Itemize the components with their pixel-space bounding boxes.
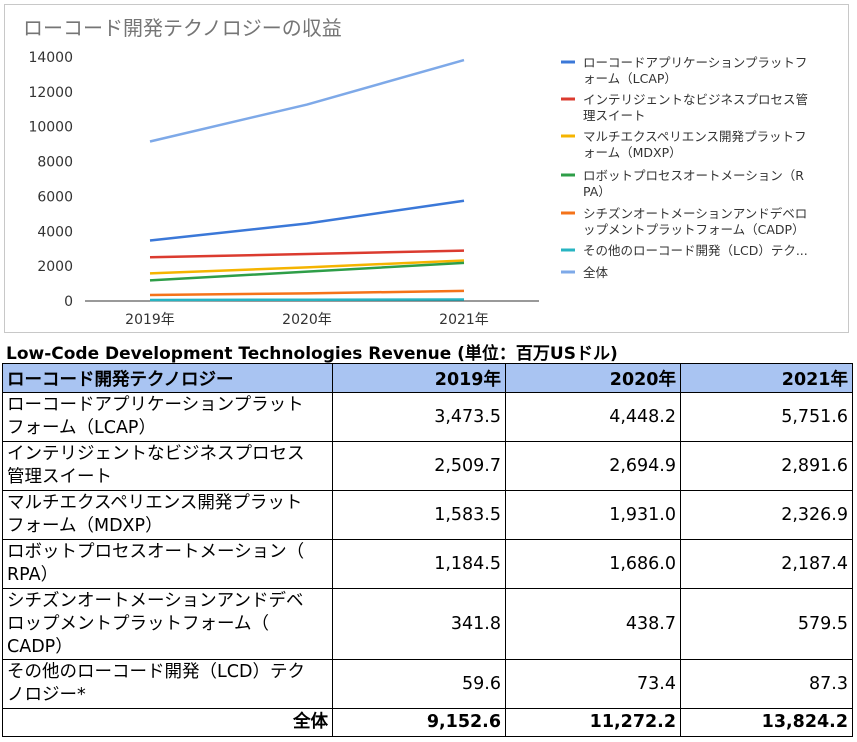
row-label-line: 管理スイート — [7, 467, 112, 487]
legend-label: PA） — [583, 184, 611, 199]
row-label-line: ロップメントプラットフォーム（ — [7, 613, 269, 634]
y-tick-label: 14000 — [28, 50, 73, 66]
row-label-line: フォーム（MDXP） — [7, 516, 163, 536]
legend-label: シチズンオートメーションアンドデベロ — [583, 206, 807, 221]
row-label-line: ノロジー* — [7, 685, 86, 705]
total-row: 全体 9,152.6 11,272.2 13,824.2 — [2, 708, 853, 737]
value-cell-2020: 2,694.9 — [505, 441, 681, 491]
x-tick-label: 2019年 — [125, 312, 175, 328]
row-label-line: CADP） — [7, 636, 73, 657]
series-line — [149, 261, 465, 282]
row-label-line: ロボットプロセスオートメーション（ — [7, 542, 305, 562]
header-2019: 2019年 — [332, 363, 506, 393]
line-chart: ローコード開発テクノロジーの収益 0 2000 4000 6000 8000 10000 12… — [23, 16, 808, 328]
value-cell-2020: 1,686.0 — [505, 539, 681, 589]
value-cell-2020: 73.4 — [505, 659, 681, 709]
legend-label: ォーム（LCAP） — [583, 71, 677, 86]
table-row: マルチエクスペリエンス開発プラット フォーム（MDXP） 1,583.5 1,931.… — [2, 490, 853, 540]
row-label-line: フォーム（LCAP） — [7, 418, 156, 438]
value-cell-2021: 5,751.6 — [680, 392, 853, 442]
table-row: ローコードアプリケーションプラット フォーム（LCAP） 3,473.5 4,448.… — [2, 392, 853, 442]
y-tick-label: 6000 — [37, 189, 73, 205]
y-tick-label: 4000 — [37, 224, 73, 240]
series-line — [149, 199, 465, 242]
legend-label: ォーム（MDXP） — [583, 145, 682, 160]
value-cell-2020: 1,931.0 — [505, 490, 681, 540]
row-label-line: シチズンオートメーションアンドデベ — [7, 590, 304, 611]
total-value-2021: 13,824.2 — [680, 708, 853, 737]
value-cell-2019: 2,509.7 — [332, 441, 506, 491]
value-cell-2021: 2,891.6 — [680, 441, 853, 491]
row-label: マルチエクスペリエンス開発プラット フォーム（MDXP） — [2, 490, 333, 540]
legend-label: ローコードアプリケーションプラットフ — [583, 55, 807, 70]
row-label-line: RPA） — [7, 565, 59, 585]
chart-panel: ローコード開発テクノロジーの収益 0 2000 4000 6000 8000 10000 12… — [4, 4, 849, 333]
y-tick-label: 8000 — [37, 155, 73, 171]
value-cell-2020: 438.7 — [505, 588, 681, 660]
header-2020: 2020年 — [505, 363, 681, 393]
series-line — [149, 289, 465, 297]
row-label-line: その他のローコード開発（LCD）テク — [7, 662, 305, 682]
value-cell-2020: 4,448.2 — [505, 392, 681, 442]
value-cell-2021: 579.5 — [680, 588, 853, 660]
header-category: ローコード開発テクノロジー — [2, 363, 333, 393]
row-label: ロボットプロセスオートメーション（ RPA） — [2, 539, 333, 589]
table-row: ロボットプロセスオートメーション（ RPA） 1,184.5 1,686.0 2,187… — [2, 539, 853, 589]
value-cell-2019: 1,583.5 — [332, 490, 506, 540]
table-row: インテリジェントなビジネスプロセス 管理スイート 2,509.7 2,694.9 2,8… — [2, 441, 853, 491]
row-label-line: インテリジェントなビジネスプロセス — [7, 444, 305, 464]
legend-label: 全体 — [583, 265, 609, 280]
total-value-2020: 11,272.2 — [505, 708, 681, 737]
table-header-row: ローコード開発テクノロジー 2019年 2020年 2021年 — [2, 363, 853, 393]
value-cell-2021: 2,187.4 — [680, 539, 853, 589]
legend-label: その他のローコード開発（LCD）テク... — [583, 243, 808, 258]
header-2021: 2021年 — [680, 363, 853, 393]
table-row: その他のローコード開発（LCD）テク ノロジー* 59.6 73.4 87.3 — [2, 659, 853, 709]
legend-label: マルチエクスペリエンス開発プラットフ — [583, 129, 807, 144]
table-row: シチズンオートメーションアンドデベ ロップメントプラットフォーム（ CADP） 341… — [2, 588, 853, 660]
legend-label: 理スイート — [583, 108, 646, 123]
row-label: インテリジェントなビジネスプロセス 管理スイート — [2, 441, 333, 491]
y-tick-label: 0 — [64, 294, 73, 310]
value-cell-2019: 1,184.5 — [332, 539, 506, 589]
table-title: Low-Code Development Technologies Revenu… — [6, 344, 618, 364]
series-line — [149, 259, 465, 275]
value-cell-2019: 341.8 — [332, 588, 506, 660]
legend-label: ロボットプロセスオートメーション（R — [583, 168, 804, 183]
value-cell-2019: 59.6 — [332, 659, 506, 709]
revenue-table: ローコード開発テクノロジー 2019年 2020年 2021年 ローコードアプリ… — [2, 363, 853, 737]
x-tick-label: 2020年 — [282, 312, 332, 328]
y-tick-label: 10000 — [28, 120, 73, 136]
series-line — [149, 58, 465, 143]
total-label: 全体 — [2, 708, 333, 737]
chart-title: ローコード開発テクノロジーの収益 — [23, 16, 342, 40]
value-cell-2021: 87.3 — [680, 659, 853, 709]
row-label: ローコードアプリケーションプラット フォーム（LCAP） — [2, 392, 333, 442]
total-value-2019: 9,152.6 — [332, 708, 506, 737]
row-label: シチズンオートメーションアンドデベ ロップメントプラットフォーム（ CADP） — [2, 588, 333, 660]
row-label-line: ローコードアプリケーションプラット — [7, 395, 304, 415]
legend-label: ップメントプラットフォーム（CADP） — [583, 222, 805, 237]
value-cell-2021: 2,326.9 — [680, 490, 853, 540]
row-label-line: マルチエクスペリエンス開発プラット — [7, 493, 303, 513]
value-cell-2019: 3,473.5 — [332, 392, 506, 442]
series-line — [149, 249, 465, 259]
legend-label: インテリジェントなビジネスプロセス管 — [583, 92, 808, 107]
y-tick-label: 2000 — [37, 259, 73, 275]
row-label: その他のローコード開発（LCD）テク ノロジー* — [2, 659, 333, 709]
y-tick-label: 12000 — [28, 85, 73, 101]
x-tick-label: 2021年 — [439, 312, 489, 328]
